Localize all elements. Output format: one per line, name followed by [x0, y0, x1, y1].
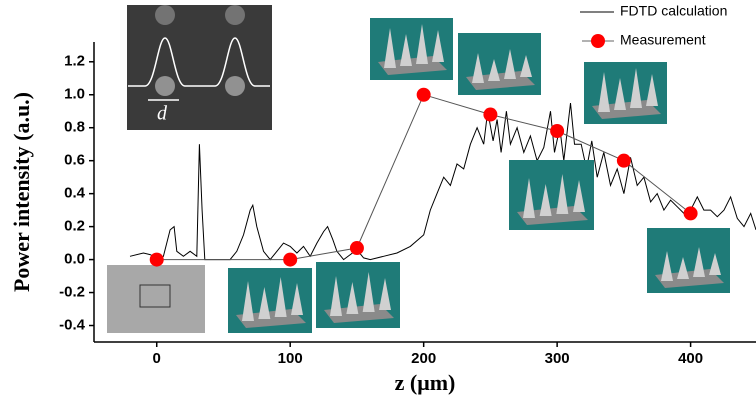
- inset-base: [378, 56, 447, 75]
- spot: [225, 5, 245, 25]
- x-axis-title: z (μm): [395, 370, 456, 395]
- y-tick-label: 0.4: [64, 185, 86, 202]
- y-tick-label: 1.2: [64, 53, 85, 70]
- inset-peak: [539, 184, 552, 216]
- spot: [225, 76, 245, 96]
- inset-peak: [274, 277, 287, 317]
- inset-peak: [384, 28, 396, 68]
- inset-peak: [598, 72, 610, 112]
- series-line: [129, 102, 756, 261]
- legend-marker: [591, 34, 605, 48]
- x-tick-label: 100: [278, 350, 303, 367]
- inset-label: d: [157, 103, 168, 125]
- inset-peak: [291, 283, 303, 315]
- sem-device: [139, 284, 171, 308]
- plot-over: [149, 87, 698, 267]
- x-tick-label: 400: [678, 350, 703, 367]
- inset-peak: [330, 276, 342, 316]
- inset-peak: [472, 53, 484, 83]
- data-point: [349, 241, 364, 256]
- y-tick-label: 0.8: [64, 119, 85, 136]
- y-tick-label: 1.0: [64, 86, 85, 103]
- series-line: [156, 94, 691, 261]
- inset-base: [236, 309, 306, 328]
- legend-label: FDTD calculation: [620, 3, 727, 19]
- spot: [155, 5, 175, 25]
- y-tick-label: -0.2: [59, 284, 85, 301]
- inset-peak: [646, 74, 658, 106]
- sem-image: [107, 265, 205, 333]
- data-point: [416, 87, 431, 102]
- data-point: [550, 124, 565, 139]
- inset-peak: [630, 68, 642, 108]
- inset-peak: [614, 78, 626, 110]
- inset-peak: [432, 30, 444, 62]
- inset-peak: [346, 282, 359, 314]
- y-tick-label: 0.2: [64, 218, 85, 235]
- inset-peak: [709, 253, 721, 275]
- inset-peak: [242, 281, 254, 321]
- inset-peak: [556, 174, 569, 214]
- profile-curve: [128, 37, 270, 87]
- spot: [155, 76, 175, 96]
- y-tick-label: 0.0: [64, 251, 85, 268]
- inset-base: [592, 100, 661, 119]
- data-point: [283, 252, 298, 267]
- inset-peak: [258, 287, 271, 319]
- y-tick-label: -0.4: [59, 316, 86, 333]
- x-tick-label: 200: [411, 350, 436, 367]
- inset-peak: [573, 180, 585, 212]
- inset-peak: [693, 247, 705, 277]
- legend: FDTD calculation Measurement: [580, 3, 727, 48]
- plot-under: [129, 102, 756, 261]
- inset-peak: [523, 178, 535, 218]
- inset-peak: [661, 251, 673, 281]
- y-tick-label: 0.6: [64, 152, 85, 169]
- y-axis-title: Power intensity (a.u.): [9, 92, 34, 292]
- inset-peak: [520, 55, 532, 77]
- inset-peak: [379, 278, 391, 310]
- inset-image: [127, 5, 272, 130]
- inset-base: [466, 71, 535, 90]
- data-point: [149, 252, 164, 267]
- inset-peak: [362, 272, 375, 312]
- insets: d: [107, 5, 730, 333]
- inset-base: [655, 269, 724, 288]
- x-tick-label: 0: [153, 350, 161, 367]
- inset-peak: [416, 24, 428, 64]
- inset-peak: [488, 59, 500, 81]
- inset-base: [517, 206, 588, 225]
- inset-peak: [400, 34, 412, 66]
- data-point: [483, 107, 498, 122]
- data-point: [683, 206, 698, 221]
- inset-peak: [504, 49, 516, 79]
- inset-base: [324, 304, 394, 323]
- legend-label: Measurement: [620, 32, 706, 48]
- inset-peak: [677, 257, 689, 279]
- data-point: [616, 153, 631, 168]
- x-tick-label: 300: [545, 350, 570, 367]
